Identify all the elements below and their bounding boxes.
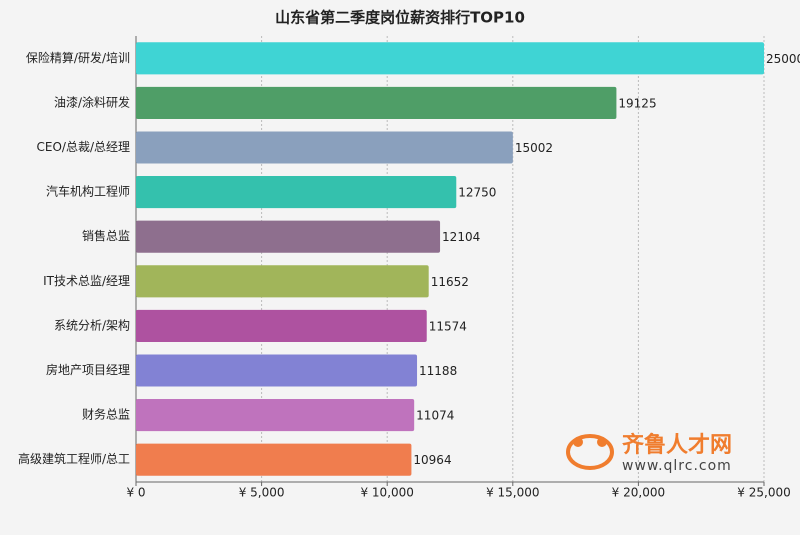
- y-tick-label: 高级建筑工程师/总工: [18, 451, 130, 466]
- bar: [136, 220, 441, 253]
- x-tick-label: ¥ 20,000: [612, 486, 665, 500]
- y-tick-label: 油漆/涂料研发: [54, 94, 130, 109]
- logo-name: 齐鲁人才网: [622, 432, 732, 458]
- y-tick-label: 保险精算/研发/培训: [26, 50, 130, 65]
- y-tick-label: 系统分析/架构: [54, 317, 130, 332]
- bar: [136, 86, 617, 119]
- data-label: 11074: [416, 409, 454, 423]
- data-label: 10964: [413, 453, 451, 467]
- x-tick-label: ¥ 5,000: [239, 486, 285, 500]
- data-label: 11652: [431, 275, 469, 289]
- y-tick-label: CEO/总裁/总经理: [37, 140, 131, 154]
- logo: 齐鲁人才网 www.qlrc.com: [566, 432, 732, 474]
- data-label: 19125: [618, 96, 656, 110]
- data-label: 11188: [419, 364, 457, 378]
- y-tick-label: 财务总监: [82, 407, 130, 422]
- data-label: 12104: [442, 230, 480, 244]
- y-tick-label: 汽车机构工程师: [46, 184, 130, 199]
- bar: [136, 309, 427, 342]
- x-tick-label: ¥ 0: [126, 486, 145, 500]
- bar: [136, 131, 513, 164]
- bar: [136, 443, 412, 476]
- data-label: 12750: [458, 186, 496, 200]
- bar: [136, 42, 764, 75]
- data-label: 11574: [429, 319, 467, 333]
- x-tick-label: ¥ 15,000: [486, 486, 539, 500]
- bar: [136, 176, 457, 209]
- bar: [136, 265, 429, 298]
- y-tick-label: IT技术总监/经理: [43, 274, 130, 288]
- y-tick-label: 销售总监: [82, 228, 130, 243]
- data-label: 25000: [766, 52, 800, 66]
- x-tick-label: ¥ 25,000: [737, 486, 790, 500]
- bar: [136, 399, 415, 432]
- data-label: 15002: [515, 141, 553, 155]
- chart-title: 山东省第二季度岗位薪资排行TOP10: [275, 9, 525, 27]
- bar: [136, 354, 418, 387]
- y-tick-label: 房地产项目经理: [46, 362, 130, 377]
- logo-url: www.qlrc.com: [622, 458, 732, 474]
- x-tick-label: ¥ 10,000: [360, 486, 413, 500]
